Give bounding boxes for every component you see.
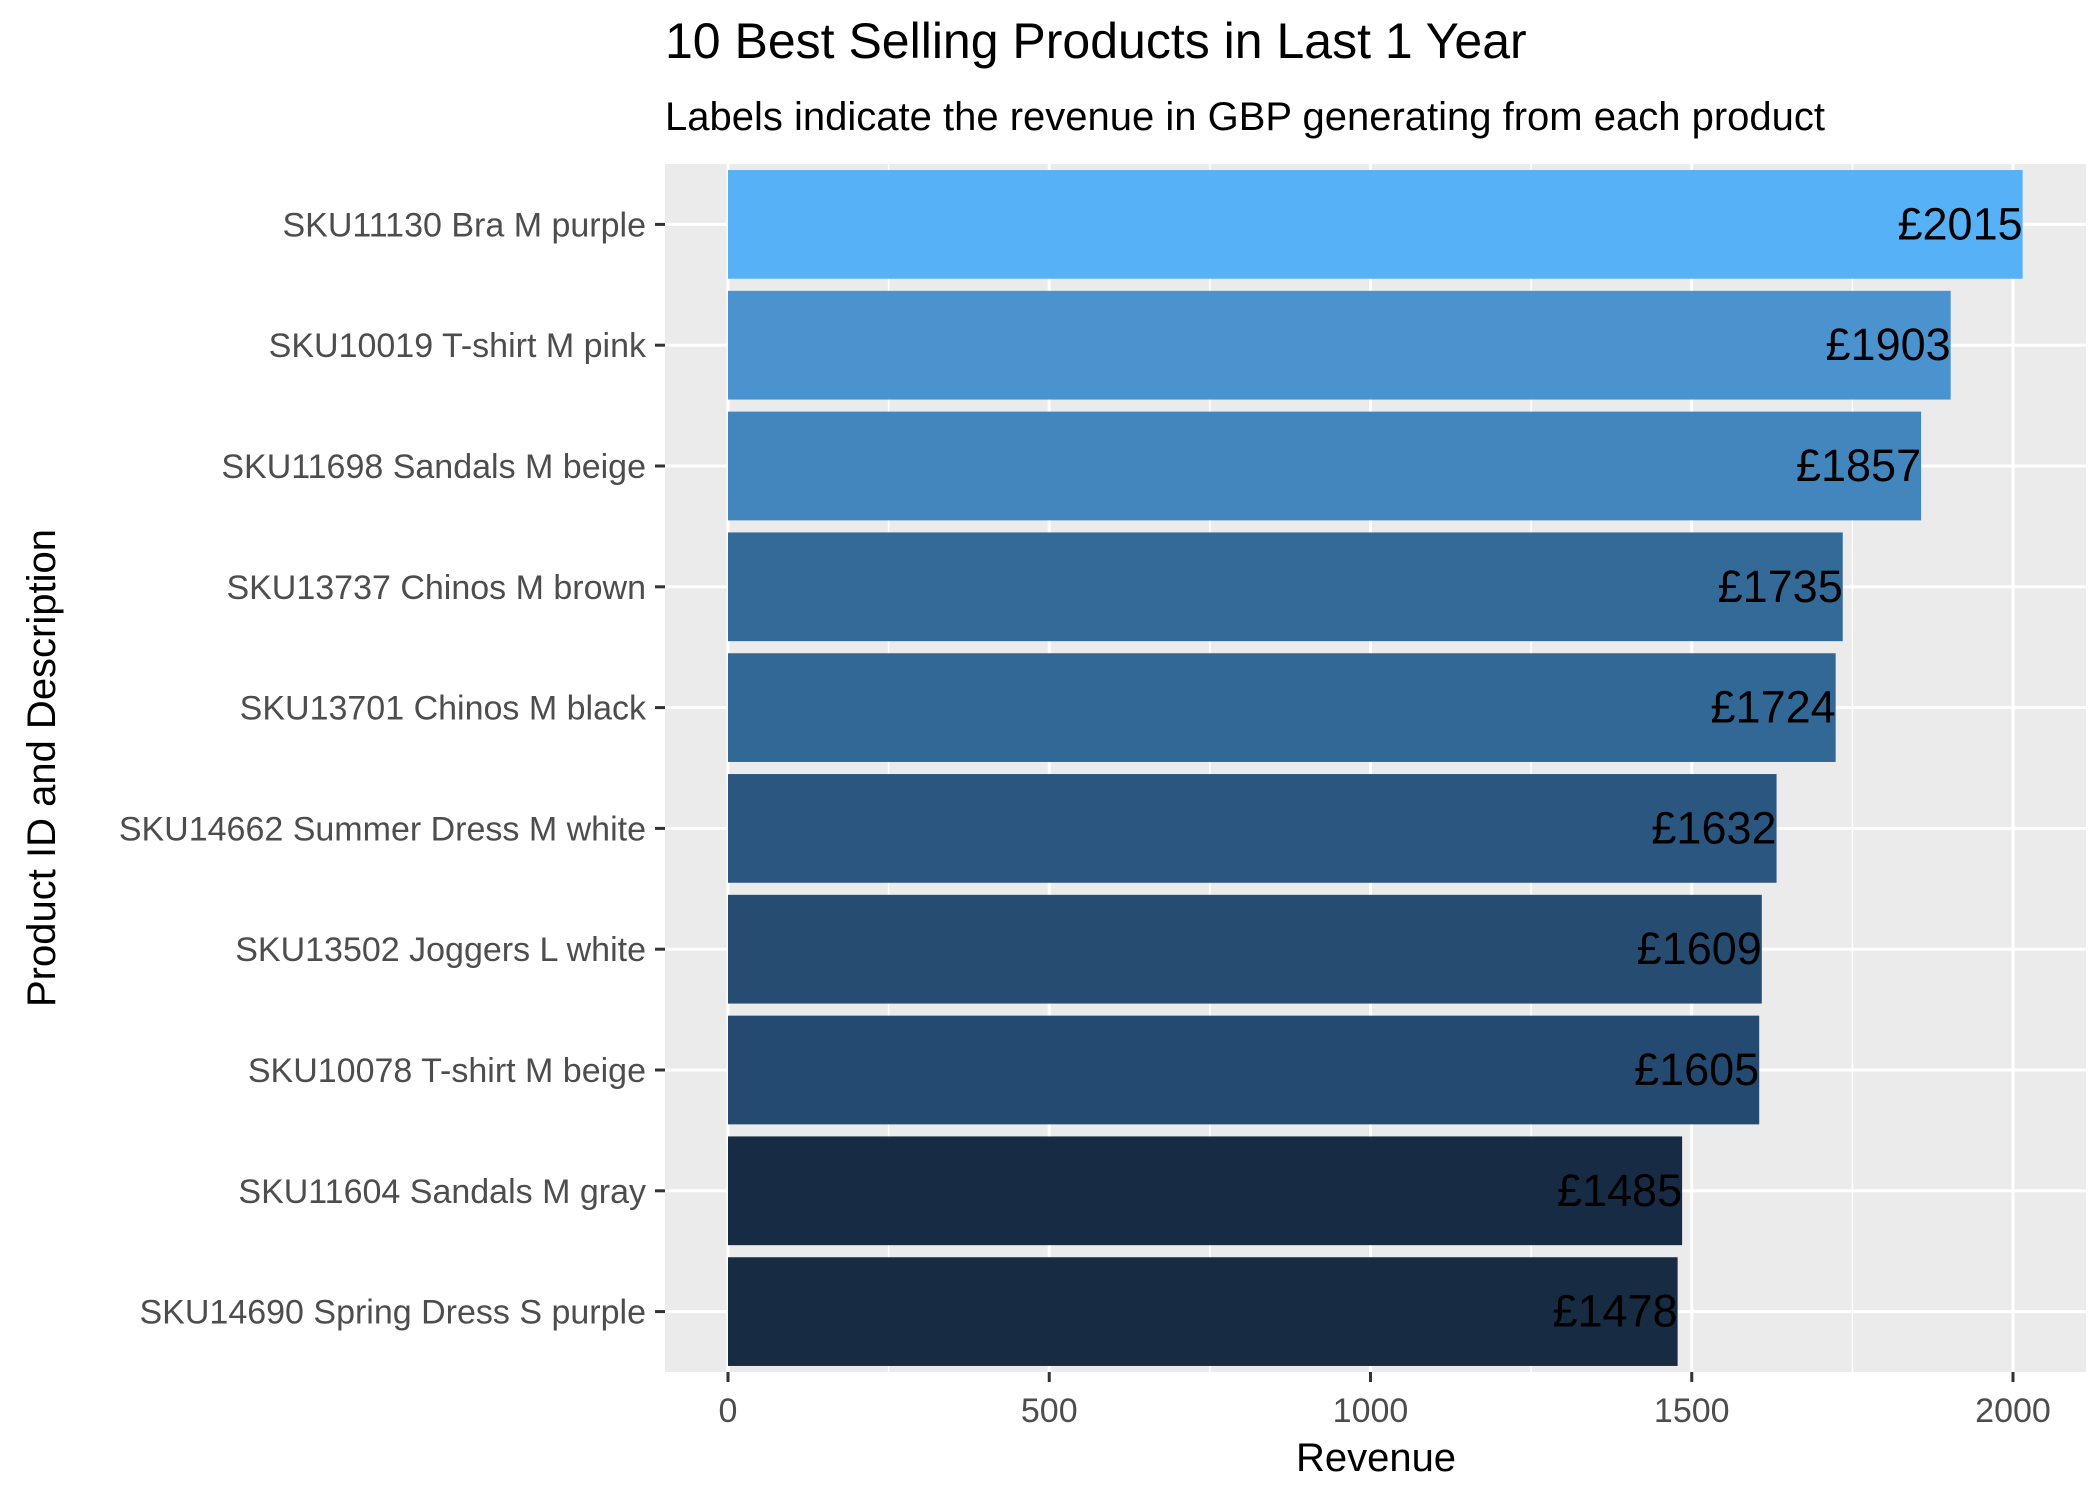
bar-value-labels: £2015 £1903 £1857 £1735 £1724 £1632 £1609 £1605…: [1552, 198, 2022, 1336]
x-tick-label: 0: [719, 1392, 738, 1430]
bar: [728, 894, 1762, 1004]
y-tick-label: SKU14690 Spring Dress S purple: [140, 1294, 647, 1332]
x-axis-title: Revenue: [1296, 1436, 1456, 1480]
y-tick-label: SKU13502 Joggers L white: [235, 931, 646, 969]
chart-title: 10 Best Selling Products in Last 1 Year: [665, 13, 1527, 69]
bar-value-label: £1605: [1634, 1044, 1759, 1095]
y-tick-label: SKU13737 Chinos M brown: [226, 569, 646, 607]
bar: [728, 532, 1843, 642]
bar: [728, 1136, 1683, 1246]
y-tick-label: SKU10078 T-shirt M beige: [248, 1052, 646, 1090]
x-tick-label: 2000: [1975, 1392, 2051, 1430]
x-axis: 0 500 1000 1500 2000: [719, 1372, 2051, 1430]
bar: [728, 774, 1777, 883]
y-tick-label: SKU11604 Sandals M gray: [238, 1173, 646, 1211]
bar-value-label: £1609: [1637, 923, 1762, 974]
bar: [728, 1257, 1678, 1366]
bar: [728, 653, 1836, 762]
y-tick-label: SKU11130 Bra M purple: [283, 206, 647, 244]
bar: [728, 170, 2023, 279]
bar-value-label: £1735: [1718, 561, 1843, 612]
bar: [728, 1015, 1760, 1125]
bar-value-label: £1485: [1557, 1165, 1682, 1216]
y-axis: SKU11130 Bra M purple SKU10019 T-shirt M …: [119, 206, 665, 1332]
x-tick-label: 500: [1021, 1392, 1078, 1430]
y-tick-label: SKU14662 Summer Dress M white: [119, 810, 646, 848]
bar-value-label: £1857: [1796, 440, 1921, 491]
bar: [728, 411, 1922, 521]
bar-value-label: £2015: [1897, 198, 2022, 249]
y-tick-label: SKU13701 Chinos M black: [240, 690, 647, 728]
bar-value-label: £1724: [1711, 682, 1836, 733]
x-tick-label: 1000: [1333, 1392, 1409, 1430]
chart-subtitle: Labels indicate the revenue in GBP gener…: [665, 95, 1825, 139]
bar-value-label: £1632: [1651, 802, 1776, 853]
y-tick-label: SKU10019 T-shirt M pink: [269, 327, 647, 365]
bar-value-label: £1478: [1552, 1286, 1677, 1337]
bar-value-label: £1903: [1826, 319, 1951, 370]
bars-group: [728, 170, 2023, 1366]
y-tick-label: SKU11698 Sandals M beige: [221, 448, 646, 486]
bar: [728, 290, 1951, 400]
y-axis-title: Product ID and Description: [20, 529, 64, 1007]
x-tick-label: 1500: [1654, 1392, 1730, 1430]
